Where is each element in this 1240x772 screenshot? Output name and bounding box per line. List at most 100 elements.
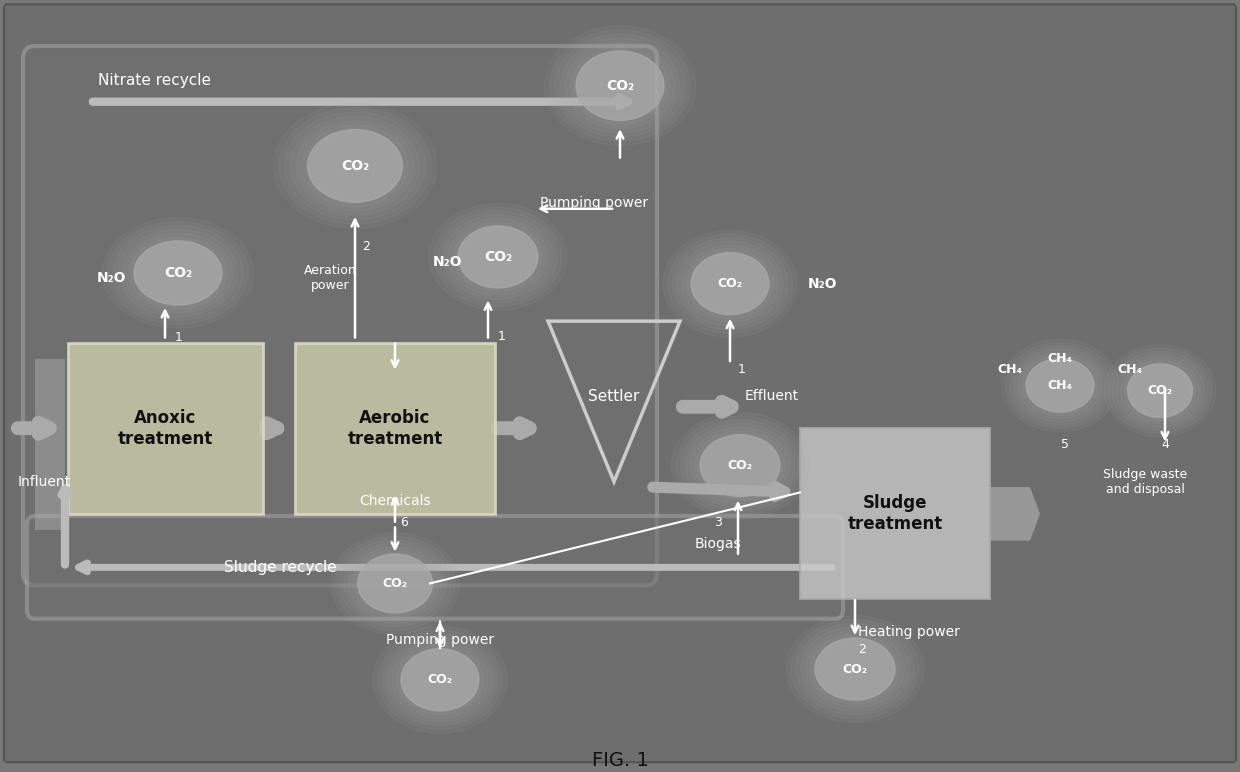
Ellipse shape: [331, 533, 460, 634]
Text: 2: 2: [362, 240, 370, 252]
Text: 1: 1: [498, 330, 506, 343]
Ellipse shape: [577, 51, 663, 120]
Ellipse shape: [439, 211, 557, 303]
Text: CO₂: CO₂: [382, 577, 408, 590]
Ellipse shape: [549, 30, 691, 141]
Text: CO₂: CO₂: [718, 277, 743, 290]
Ellipse shape: [108, 222, 248, 324]
Text: N₂O: N₂O: [808, 276, 837, 291]
Ellipse shape: [340, 540, 450, 627]
Text: Chemicals: Chemicals: [360, 494, 430, 508]
Text: CH₄: CH₄: [1048, 379, 1073, 392]
Ellipse shape: [570, 46, 670, 124]
Text: CO₂: CO₂: [164, 266, 192, 280]
Ellipse shape: [124, 233, 233, 313]
Text: Heating power: Heating power: [858, 625, 960, 638]
Text: CO₂: CO₂: [341, 159, 370, 173]
Ellipse shape: [815, 638, 895, 700]
Ellipse shape: [279, 107, 432, 224]
Text: 6: 6: [401, 516, 408, 529]
Text: Pumping power: Pumping power: [386, 633, 494, 647]
Ellipse shape: [672, 238, 787, 330]
Text: FIG. 1: FIG. 1: [591, 750, 649, 770]
Ellipse shape: [1127, 364, 1193, 418]
Ellipse shape: [449, 218, 548, 296]
Ellipse shape: [458, 226, 538, 288]
Ellipse shape: [444, 215, 552, 299]
Ellipse shape: [791, 619, 919, 719]
Ellipse shape: [134, 241, 222, 305]
Ellipse shape: [677, 242, 782, 326]
Ellipse shape: [1116, 354, 1204, 427]
Ellipse shape: [343, 543, 446, 624]
Text: N₂O: N₂O: [433, 256, 463, 269]
Ellipse shape: [696, 431, 785, 500]
Text: Aeration
power: Aeration power: [304, 264, 356, 293]
Ellipse shape: [397, 645, 484, 715]
Polygon shape: [990, 487, 1040, 540]
Ellipse shape: [308, 130, 403, 202]
Ellipse shape: [1014, 349, 1106, 422]
FancyBboxPatch shape: [35, 359, 64, 530]
Ellipse shape: [1123, 361, 1197, 421]
Ellipse shape: [701, 435, 780, 496]
Ellipse shape: [1109, 348, 1211, 434]
Text: Sludge recycle: Sludge recycle: [223, 560, 336, 575]
Ellipse shape: [691, 252, 769, 315]
Ellipse shape: [667, 234, 792, 334]
Text: Influent: Influent: [19, 475, 71, 489]
Ellipse shape: [118, 229, 238, 317]
Ellipse shape: [1002, 340, 1118, 432]
Ellipse shape: [1120, 357, 1200, 424]
Text: 2: 2: [858, 643, 866, 656]
Text: Biogas: Biogas: [694, 537, 742, 550]
Ellipse shape: [554, 34, 686, 137]
Text: CO₂: CO₂: [606, 79, 634, 93]
Ellipse shape: [671, 412, 808, 519]
Ellipse shape: [301, 125, 408, 207]
Ellipse shape: [434, 207, 562, 306]
Ellipse shape: [1006, 343, 1115, 428]
Ellipse shape: [392, 642, 489, 718]
Ellipse shape: [382, 634, 497, 726]
Ellipse shape: [1018, 352, 1102, 418]
FancyBboxPatch shape: [27, 516, 843, 618]
Ellipse shape: [676, 416, 804, 516]
Text: CO₂: CO₂: [484, 250, 512, 264]
Text: CO₂: CO₂: [1147, 384, 1173, 398]
Text: 3: 3: [714, 516, 722, 529]
Ellipse shape: [544, 25, 696, 145]
Ellipse shape: [1025, 359, 1094, 412]
Ellipse shape: [387, 638, 494, 722]
Ellipse shape: [348, 547, 441, 620]
Text: 1: 1: [175, 330, 182, 344]
Text: Effluent: Effluent: [745, 389, 799, 403]
Ellipse shape: [806, 631, 905, 708]
Ellipse shape: [560, 39, 680, 133]
Ellipse shape: [285, 112, 425, 220]
Ellipse shape: [691, 427, 790, 504]
Ellipse shape: [1112, 351, 1208, 430]
Text: CH₄: CH₄: [1048, 352, 1073, 365]
Ellipse shape: [1104, 345, 1216, 437]
Ellipse shape: [373, 626, 507, 733]
Ellipse shape: [686, 249, 774, 319]
Text: CO₂: CO₂: [428, 673, 453, 686]
Ellipse shape: [335, 537, 455, 631]
Text: CO₂: CO₂: [842, 662, 868, 676]
Ellipse shape: [357, 554, 433, 613]
Ellipse shape: [810, 635, 900, 704]
Text: 5: 5: [1061, 438, 1069, 451]
Text: Pumping power: Pumping power: [539, 196, 649, 211]
Ellipse shape: [296, 120, 414, 211]
Ellipse shape: [786, 615, 924, 723]
FancyBboxPatch shape: [295, 343, 495, 514]
FancyBboxPatch shape: [24, 46, 657, 585]
Text: Aerobic
treatment: Aerobic treatment: [347, 409, 443, 448]
Text: 1: 1: [738, 363, 746, 376]
Ellipse shape: [1022, 355, 1099, 415]
Ellipse shape: [378, 630, 502, 730]
Ellipse shape: [129, 237, 227, 309]
Text: 4: 4: [1161, 438, 1169, 451]
Ellipse shape: [681, 420, 800, 512]
